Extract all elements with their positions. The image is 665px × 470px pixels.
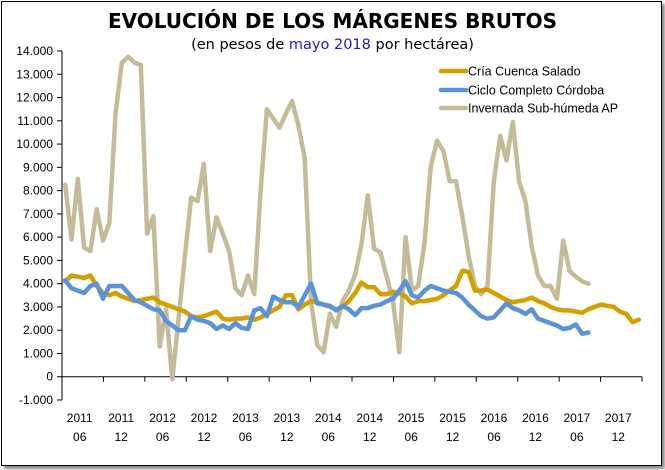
subtitle-suffix: por hectárea) (370, 37, 474, 53)
x-tick-label-month: 12 (612, 430, 626, 444)
x-tick-label-month: 12 (114, 430, 128, 444)
legend-label-1: Ciclo Completo Córdoba (468, 84, 604, 98)
x-tick-label-year: 2017 (605, 411, 632, 425)
x-tick-label-month: 12 (363, 430, 377, 444)
y-tick-label: 0 (46, 370, 53, 384)
series-line-0 (62, 268, 642, 325)
x-tick-label-year: 2013 (274, 411, 301, 425)
y-tick-label: 5.000 (23, 253, 53, 267)
chart-title: EVOLUCIÓN DE LOS MÁRGENES BRUTOS (107, 9, 558, 33)
axes: 14.000 13.000 12.000 11.000 10.000 9.000 8.000… (16, 44, 643, 444)
x-tick-label-year: 2014 (315, 411, 342, 425)
x-tick-label-year: 2015 (398, 411, 425, 425)
x-tick-label-month: 06 (322, 430, 336, 444)
x-tick-label-year: 2016 (481, 411, 508, 425)
y-tick-label: 3.000 (23, 300, 53, 314)
x-tick-label-year: 2012 (191, 411, 218, 425)
legend-label-0: Cría Cuenca Salado (468, 65, 581, 79)
y-tick-label: 11.000 (17, 114, 53, 128)
y-tick-label: 10.000 (16, 137, 53, 151)
x-tick-label-year: 2013 (232, 411, 259, 425)
series-line-2 (62, 54, 591, 382)
y-tick-label: 8.000 (23, 184, 53, 198)
y-tick-label: 14.000 (16, 44, 53, 58)
x-tick-label-month: 12 (280, 430, 294, 444)
x-tick-label-month: 06 (487, 430, 501, 444)
x-tick-label-month: 12 (197, 430, 211, 444)
subtitle-prefix: (en pesos de (191, 37, 289, 53)
legend-label-2: Invernada Sub-húmeda AP (468, 102, 618, 116)
x-tick-label-year: 2011 (108, 411, 134, 425)
x-tick-label-month: 06 (404, 430, 418, 444)
legend: Cría Cuenca Salado Ciclo Completo Córdoba… (438, 65, 618, 116)
x-tick-label-month: 06 (239, 430, 253, 444)
y-tick-label: 6.000 (23, 230, 53, 244)
x-tick-label-month: 06 (570, 430, 584, 444)
series-line-1 (62, 277, 591, 336)
x-tick-label-year: 2016 (522, 411, 549, 425)
y-tick-label: 7.000 (23, 207, 53, 221)
x-tick-label-year: 2017 (564, 411, 591, 425)
x-tick-label-month: 06 (156, 430, 170, 444)
y-tick-label: 1.000 (23, 346, 53, 360)
x-tick-label-month: 12 (529, 430, 543, 444)
y-tick-label: 4.000 (23, 277, 53, 291)
y-tick-label: -1.000 (19, 393, 53, 407)
y-tick-label: 9.000 (23, 160, 53, 174)
x-tick-label-year: 2015 (439, 411, 466, 425)
x-tick-label-year: 2011 (67, 411, 93, 425)
subtitle-date: mayo 2018 (288, 37, 371, 53)
y-tick-label: 12.000 (16, 91, 53, 105)
series-lines (62, 54, 642, 382)
chart-subtitle: (en pesos de mayo 2018 por hectárea) (0, 37, 665, 53)
y-tick-label: 2.000 (23, 323, 53, 337)
x-tick-label-month: 12 (446, 430, 460, 444)
x-tick-label-month: 06 (73, 430, 87, 444)
x-tick-label-year: 2014 (356, 411, 383, 425)
y-tick-label: 13.000 (16, 67, 53, 81)
x-tick-label-year: 2012 (149, 411, 176, 425)
